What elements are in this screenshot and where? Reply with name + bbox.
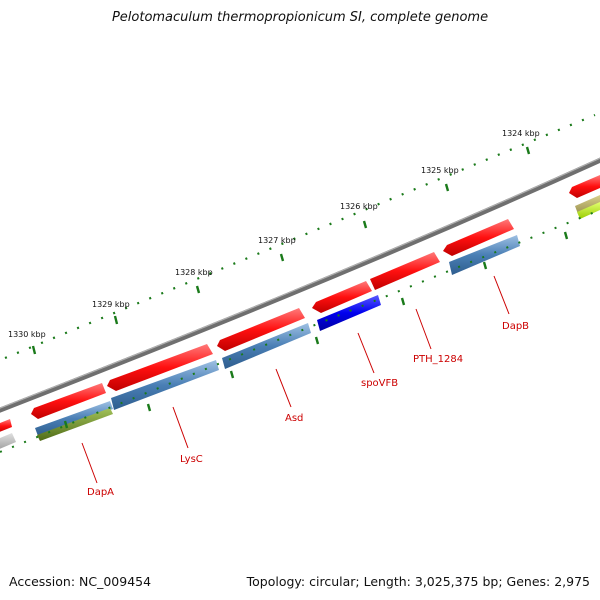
- forward-cds-track: [0, 175, 600, 432]
- cds-arrow-dapa: [31, 383, 106, 419]
- cds-arrow-dapb: [443, 219, 514, 256]
- inner-major-ticks: [63, 231, 569, 429]
- kbp-label: 1324 kbp: [502, 129, 540, 138]
- cds-arrow-lysc: [107, 344, 213, 391]
- gene-label-dapa: DapA: [87, 487, 114, 498]
- genome-backbone: [0, 157, 600, 413]
- kbp-label: 1328 kbp: [175, 268, 213, 277]
- blue-feature: [35, 401, 113, 436]
- kbp-label: 1325 kbp: [421, 166, 459, 175]
- kbp-label: 1329 kbp: [92, 300, 130, 309]
- highlight-feature-spovfb: [317, 295, 381, 331]
- gene-labels: DapA LysC Asd spoVFB PTH_1284 DapB: [87, 321, 529, 498]
- grey-feature: [0, 433, 16, 449]
- gene-label-asd: Asd: [285, 413, 303, 424]
- cds-arrow: [569, 175, 600, 198]
- feature-track: [0, 195, 600, 449]
- gene-leaders: [81, 275, 510, 484]
- kbp-labels: 1330 kbp 1329 kbp 1328 kbp 1327 kbp 1326…: [8, 129, 540, 339]
- kbp-label: 1326 kbp: [340, 202, 378, 211]
- genome-summary: Topology: circular; Length: 3,025,375 bp…: [246, 574, 590, 589]
- map-title: Pelotomaculum thermopropionicum SI, comp…: [111, 10, 489, 25]
- gene-label-dapb: DapB: [502, 321, 529, 332]
- cds-arrow-spovfb: [312, 281, 372, 313]
- olive-feature: [37, 408, 113, 441]
- cds-arrow: [0, 419, 12, 432]
- kbp-label: 1330 kbp: [8, 330, 46, 339]
- blue-feature-dapb: [449, 235, 520, 275]
- blue-feature-lysc: [111, 360, 219, 410]
- gene-label-pth1284: PTH_1284: [413, 354, 463, 365]
- cds-arrow-asd: [217, 308, 305, 351]
- lime-feature: [577, 202, 600, 219]
- gene-label-spovfb: spoVFB: [361, 378, 398, 389]
- khaki-feature: [575, 195, 600, 214]
- accession-text: Accession: NC_009454: [9, 574, 152, 589]
- outer-major-ticks: [31, 146, 531, 355]
- blue-feature-asd: [222, 323, 311, 369]
- gene-label-lysc: LysC: [180, 454, 203, 465]
- kbp-label: 1327 kbp: [258, 236, 296, 245]
- cds-arrow-pth1284: [370, 252, 440, 290]
